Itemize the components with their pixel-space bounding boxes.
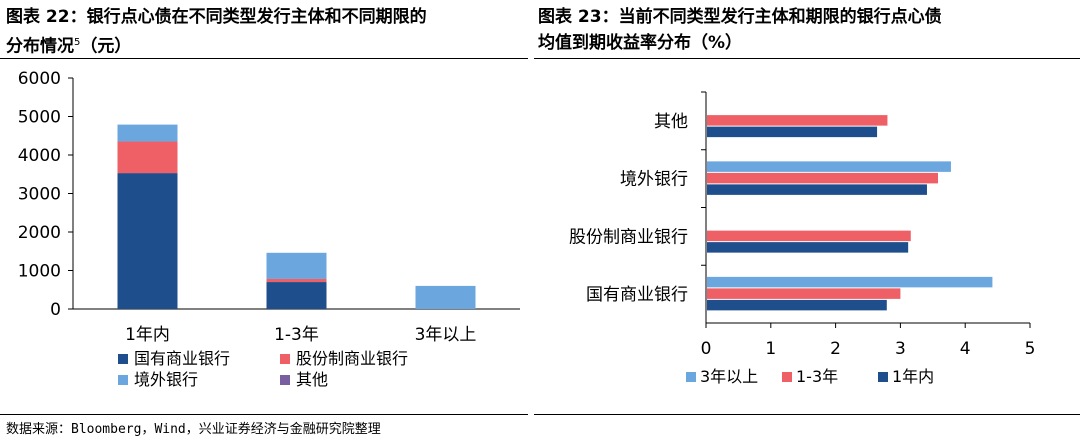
x-tick-label: 0 [701,339,712,359]
bar [707,299,887,311]
x-tick-label: 3年以上 [415,325,477,345]
legend-label: 国有商业银行 [134,349,230,368]
x-tick-label: 4 [960,339,971,359]
y-tick-label: 3000 [18,185,61,205]
bar-segment [266,252,327,279]
title-right-line2: 均值到期收益率分布（%） [538,33,743,53]
bar [707,276,993,288]
legend-swatch [280,354,290,364]
legend-swatch [118,375,128,385]
y-tick-label: 境外银行 [620,170,688,190]
legend-label: 1-3年 [796,367,838,386]
bar [707,288,901,299]
bar-segment [117,124,178,142]
title-left-footnote: 5 [74,37,81,48]
bar-segment [266,278,327,283]
bar [707,172,938,184]
bar [707,184,927,195]
bar [707,115,888,126]
legend-swatch [280,375,290,385]
x-tick-label: 1年内 [125,325,170,345]
legend-label: 1年内 [892,367,934,386]
bar [707,126,878,138]
y-tick-label: 股份制商业银行 [569,227,688,247]
bar-segment [266,282,327,309]
chart-title-left: 图表 22：银行点心债在不同类型发行主体和不同期限的 分布情况5（元） [6,4,528,60]
y-tick-label: 0 [50,300,61,320]
title-rule-right [534,58,1080,59]
bar [707,242,909,253]
y-tick-label: 国有商业银行 [586,285,688,305]
footer-rule-right [534,414,1080,415]
y-tick-label: 4000 [18,146,61,166]
x-tick-label: 5 [1025,339,1036,359]
title-left-line2: 分布情况 [6,36,74,57]
source-note: 数据来源：Bloomberg，Wind，兴业证券经济与金融研究院整理 [6,422,381,437]
legend-label: 其他 [296,370,328,389]
y-tick-label: 其他 [654,112,688,132]
x-tick-label: 1 [765,339,776,359]
title-left-line2-wrap: 分布情况5（元） [6,30,528,60]
bar [707,230,911,242]
y-tick-label: 6000 [18,69,61,89]
bar-segment [415,285,476,309]
chart-title-right: 图表 23：当前不同类型发行主体和期限的银行点心债 均值到期收益率分布（%） [538,4,1074,56]
x-tick-label: 3 [895,339,906,359]
legend-swatch [782,372,792,382]
title-left-line1: 图表 22：银行点心债在不同类型发行主体和不同期限的 [6,7,427,27]
bar-segment [117,173,178,309]
y-tick-label: 2000 [18,223,61,243]
x-tick-label: 1-3年 [274,325,319,345]
title-right-line1: 图表 23：当前不同类型发行主体和期限的银行点心债 [538,7,942,27]
x-tick-label: 2 [830,339,841,359]
bar [707,161,951,172]
legend-label: 境外银行 [134,370,198,389]
y-tick-label: 1000 [18,262,61,282]
title-rule-left [0,58,528,59]
footer-rule-left [0,414,528,415]
bar-segment [117,141,178,174]
title-left-unit: （元） [80,36,132,57]
stacked-bar-chart: 0 1000 2000 3000 4000 5000 6000 1年内 1-3年 3年以上国有商业… [18,69,520,389]
legend-label: 3年以上 [700,367,758,386]
legend-swatch [118,354,128,364]
y-tick-label: 5000 [18,108,61,128]
legend-swatch [878,372,888,382]
legend-swatch [686,372,696,382]
legend-label: 股份制商业银行 [296,349,408,368]
